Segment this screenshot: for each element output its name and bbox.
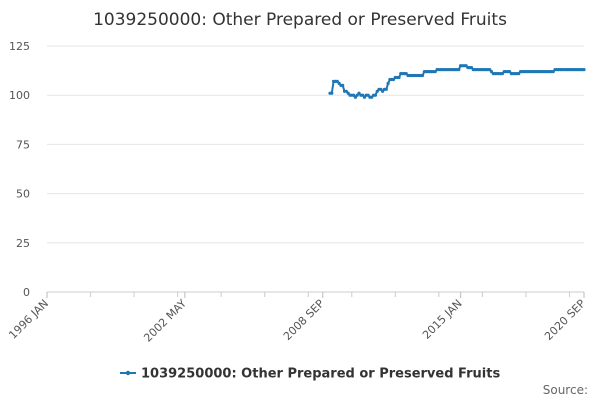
x-tick-label: 1996 JAN [6, 297, 51, 342]
data-point [420, 73, 425, 78]
data-point [357, 91, 361, 95]
y-tick-label: 0 [23, 286, 30, 299]
y-tick-label: 25 [16, 237, 30, 250]
x-axis: 1996 JAN 2002 MAY 2008 SEP 2015 JAN 2020 SEP [6, 291, 588, 345]
x-tick-label: 2015 JAN [420, 297, 465, 342]
y-axis: 0 25 50 75 100 125 [9, 40, 30, 299]
chart-title: 1039250000: Other Prepared or Preserved … [93, 10, 507, 30]
data-point [341, 83, 345, 87]
legend-marker [125, 370, 131, 376]
data-point [330, 91, 334, 95]
grid-lines [47, 45, 584, 293]
y-tick-label: 100 [9, 89, 30, 102]
x-tick-label: 2020 SEP [542, 297, 588, 343]
y-tick-label: 75 [16, 138, 30, 151]
x-tick-label: 2008 SEP [281, 297, 327, 343]
legend[interactable]: 1039250000: Other Prepared or Preserved … [120, 367, 500, 382]
data-point [370, 95, 374, 99]
data-point [433, 70, 437, 74]
data-point [582, 68, 586, 72]
data-point [386, 81, 390, 85]
data-point [457, 68, 461, 72]
y-tick-label: 125 [9, 40, 30, 53]
source-label: Source: [543, 383, 588, 397]
y-tick-label: 50 [16, 188, 30, 201]
data-point [384, 87, 388, 91]
legend-label[interactable]: 1039250000: Other Prepared or Preserved … [141, 367, 500, 382]
plot-series [328, 64, 586, 99]
data-point [397, 75, 401, 80]
x-tick-label: 2002 MAY [141, 297, 189, 345]
data-point [373, 93, 377, 97]
